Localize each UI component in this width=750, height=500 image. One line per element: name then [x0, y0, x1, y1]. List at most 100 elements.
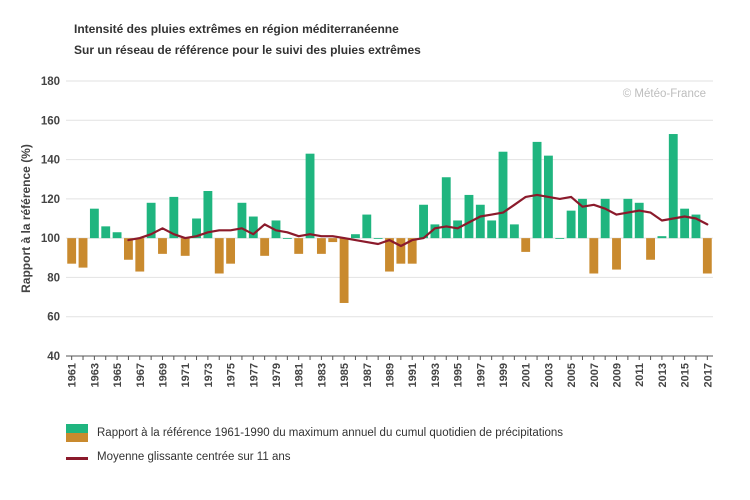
x-tick-label: 1983	[316, 363, 328, 387]
watermark: © Météo-France	[623, 88, 706, 100]
bar-1976	[237, 202, 247, 239]
bar-2010	[623, 198, 633, 239]
bar-1982	[305, 153, 315, 239]
legend-swatch-below	[66, 433, 88, 442]
bar-2008	[600, 198, 610, 239]
bar-1998	[487, 220, 497, 239]
chart-subtitle: Sur un réseau de référence pour le suivi…	[74, 43, 421, 57]
bar-1965	[112, 232, 122, 239]
x-tick-label: 1991	[407, 363, 419, 387]
bar-1964	[101, 226, 111, 239]
legend-swatch-bars	[66, 424, 88, 442]
moving-average-line	[127, 193, 709, 248]
bar-1968	[146, 202, 156, 239]
x-tick-label: 1981	[294, 363, 306, 387]
bar-2006	[578, 198, 587, 239]
y-tick-label: 60	[47, 312, 60, 324]
x-tick-label: 1993	[430, 363, 442, 387]
bar-1984	[328, 238, 338, 243]
bar-1973	[203, 191, 213, 239]
bar-1985	[339, 238, 349, 303]
x-tick-label: 2005	[566, 363, 578, 387]
bar-1962	[78, 238, 88, 268]
bar-1993	[430, 224, 440, 239]
bar-2005	[566, 210, 576, 239]
x-tick-label: 2003	[543, 363, 555, 387]
bar-1971	[180, 238, 190, 256]
x-tick-label: 1969	[157, 363, 169, 387]
x-tick-label: 1997	[475, 363, 487, 387]
x-tick-label: 1985	[339, 363, 351, 387]
y-tick-label: 100	[41, 233, 60, 245]
bar-1992	[419, 204, 428, 239]
x-tick-label: 1987	[362, 363, 374, 387]
bar-1969	[158, 238, 167, 254]
y-tick-label: 180	[41, 76, 60, 88]
bar-2001	[521, 238, 531, 252]
bar-1986	[351, 234, 360, 239]
x-tick-label: 1967	[135, 363, 147, 387]
bar-2017	[702, 238, 712, 274]
y-axis-label: Rapport à la référence (%)	[19, 144, 33, 293]
bar-1974	[214, 238, 224, 274]
bar-1988	[373, 238, 383, 239]
y-tick-label: 120	[41, 194, 60, 206]
x-tick-label: 1995	[453, 363, 465, 387]
bar-1961	[67, 238, 77, 264]
bar-1999	[498, 151, 508, 239]
bar-1977	[248, 216, 258, 239]
bar-1994	[441, 177, 451, 239]
bar-1970	[169, 196, 179, 239]
legend-swatch-above	[66, 424, 88, 433]
x-tick-label: 1999	[498, 363, 510, 387]
x-tick-label: 2013	[657, 363, 669, 387]
bar-1991	[407, 238, 417, 264]
y-tick-label: 140	[41, 155, 60, 167]
bar-1987	[362, 214, 372, 239]
bar-1981	[294, 238, 304, 254]
x-tick-label: 1973	[203, 363, 215, 387]
bar-2007	[589, 238, 599, 274]
bar-1967	[135, 238, 145, 272]
bar-1963	[89, 208, 99, 239]
x-tick-label: 1977	[248, 363, 260, 387]
bar-1997	[475, 204, 485, 239]
y-tick-label: 80	[47, 272, 60, 284]
bar-2015	[680, 208, 690, 239]
bar-1975	[226, 238, 236, 264]
bar-1990	[396, 238, 406, 264]
x-tick-label: 1975	[226, 363, 238, 387]
y-tick-label: 160	[41, 115, 60, 127]
bar-1978	[260, 238, 270, 256]
x-tick-label: 1971	[180, 363, 192, 387]
x-tick-label: 1961	[67, 363, 79, 387]
bar-2004	[555, 238, 565, 239]
bar-1972	[192, 218, 201, 239]
bar-2013	[657, 236, 667, 239]
bar-2011	[634, 202, 644, 239]
legend-label-line: Moyenne glissante centrée sur 11 ans	[97, 451, 291, 463]
x-tick-label: 2007	[589, 363, 601, 387]
legend-label-bars: Rapport à la référence 1961-1990 du maxi…	[97, 427, 564, 439]
bar-1980	[282, 238, 292, 239]
bar-1996	[464, 194, 474, 239]
x-tick-label: 1989	[385, 363, 397, 387]
x-tick-label: 2001	[521, 363, 533, 387]
x-tick-label: 1979	[271, 363, 283, 387]
y-tick-label: 40	[47, 351, 60, 363]
bar-2012	[646, 238, 655, 260]
x-tick-label: 2017	[702, 363, 714, 387]
bar-1966	[124, 238, 133, 260]
legend-swatch-line	[66, 457, 88, 460]
bar-2002	[532, 141, 542, 239]
bar-2016	[691, 214, 701, 239]
bar-1983	[316, 238, 326, 254]
x-tick-label: 2011	[634, 363, 646, 387]
bar-1989	[385, 238, 394, 272]
x-tick-label: 2009	[612, 363, 624, 387]
bar-2000	[509, 224, 519, 239]
bar-2009	[612, 238, 621, 270]
bar-2014	[668, 134, 678, 239]
x-tick-label: 1963	[89, 363, 101, 387]
